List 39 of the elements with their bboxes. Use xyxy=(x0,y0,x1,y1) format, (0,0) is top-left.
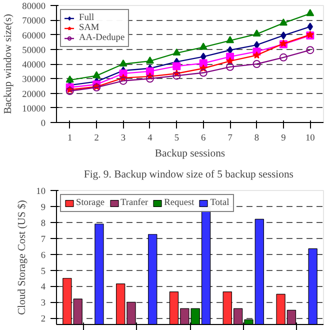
x-tick-label: 1 xyxy=(68,134,73,144)
x-tick-label: 10 xyxy=(305,134,316,144)
y-tick-label: 7 xyxy=(40,234,46,245)
x-tick-label: 2 xyxy=(94,134,100,144)
y-tick-label: 30000 xyxy=(22,75,46,86)
x-tick-label: 8 xyxy=(254,134,260,144)
y-tick-label: 8 xyxy=(40,218,46,229)
y-tick-label: 5 xyxy=(40,266,46,277)
y-tick-label: 2 xyxy=(40,314,46,325)
y-tick-label: 80000 xyxy=(22,2,46,12)
caption: Fig. 9. Backup window size of 5 backup sessions xyxy=(84,170,294,180)
y-tick-label: 20000 xyxy=(22,90,46,100)
y-tick-label: 9 xyxy=(40,202,46,213)
legend-label: Storage xyxy=(76,198,104,208)
y-tick-label: 4 xyxy=(40,282,46,293)
x-tick-label: 9 xyxy=(281,134,286,144)
y-tick-label: 0 xyxy=(40,119,46,129)
y-tick-label: 40000 xyxy=(22,60,46,70)
x-tick-label: 3 xyxy=(120,134,126,144)
y-tick-label: 6 xyxy=(40,250,46,261)
y-tick-label: 60000 xyxy=(22,31,46,42)
y-axis-title: Cloud Storage Cost (US $) xyxy=(17,200,28,315)
y-tick-label: 3 xyxy=(40,298,46,309)
legend-label: AA-Dedupe xyxy=(79,33,125,43)
legend-label: Tranfer xyxy=(120,198,148,208)
y-axis-title: Backup window size(s) xyxy=(3,14,14,114)
y-tick-label: 50000 xyxy=(22,46,46,56)
legend-label: Full xyxy=(79,13,96,23)
x-tick-label: 4 xyxy=(148,134,153,144)
x-tick-label: 5 xyxy=(174,134,180,144)
x-tick-label: 7 xyxy=(228,134,233,144)
y-tick-label: 10000 xyxy=(22,104,46,114)
x-tick-label: 6 xyxy=(201,134,206,144)
legend-label: Total xyxy=(210,198,230,208)
legend-label: Request xyxy=(164,198,194,208)
x-axis-title: Backup sessions xyxy=(154,148,226,160)
y-tick-label: 10 xyxy=(36,187,46,197)
legend-label: SAM xyxy=(79,23,100,33)
y-tick-label: 70000 xyxy=(22,16,46,27)
